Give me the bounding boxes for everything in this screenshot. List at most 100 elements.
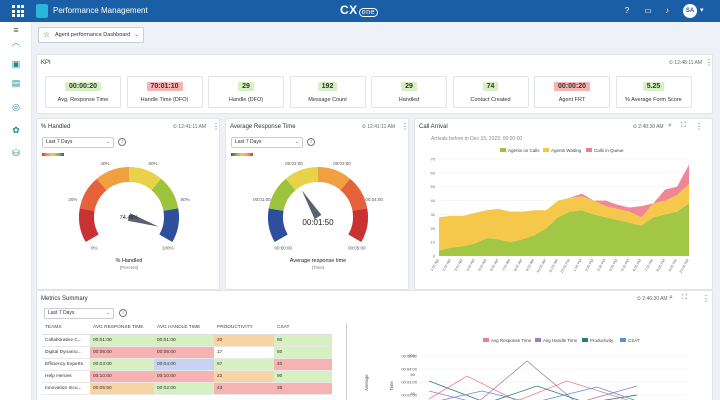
csat-cell: 35 xyxy=(274,382,332,395)
star-icon[interactable]: ☆ xyxy=(43,30,51,39)
chart-icon[interactable]: ▣ xyxy=(11,59,21,69)
bell-icon[interactable]: ♪ xyxy=(665,6,669,15)
y-tick-label: 00:03:00 xyxy=(401,380,417,385)
chevron-down-icon: ⌄ xyxy=(105,139,110,145)
handled-range-select[interactable]: Last 7 Days ⌄ xyxy=(42,137,114,148)
y2-tick-label: 100 xyxy=(408,353,415,358)
table-row[interactable]: Digital Dynamo... 00:06:00 00:06:00 17 60 xyxy=(42,346,332,359)
table-row[interactable]: Collaborative C... 00:01:00 00:01:00 20 80 xyxy=(42,334,332,347)
csat-cell: 80 xyxy=(274,334,332,347)
database-icon[interactable]: ⛁ xyxy=(12,148,20,158)
kebab-menu-icon[interactable]: ⋮ xyxy=(702,294,710,303)
productivity-cell: 22 xyxy=(214,370,274,383)
dashboard-selector-label: Agent performance Dashboard xyxy=(55,32,131,38)
user-avatar[interactable]: SA xyxy=(683,4,697,18)
gauge-segment xyxy=(79,178,107,211)
kpi-card[interactable]: 00:00:20 Avg. Response Time xyxy=(45,76,121,108)
app-title: Performance Management xyxy=(53,6,148,15)
dashboard-selector[interactable]: ☆ Agent performance Dashboard ⌄ xyxy=(38,27,144,43)
kebab-menu-icon[interactable]: ⋮ xyxy=(401,122,409,131)
kpi-card[interactable]: 192 Message Count xyxy=(289,76,366,108)
handled-timestamp: ⏲ 12:41:11 AM xyxy=(173,124,207,130)
y-axis-label: Average xyxy=(364,374,369,391)
col-productivity[interactable]: PRODUCTIVITY xyxy=(214,322,274,335)
metrics-table: TEAMS AVG RESPONSE TIME AVG HANDLE TIME … xyxy=(42,322,332,395)
legend-swatch xyxy=(543,148,549,152)
y-tick-label: 10 xyxy=(431,240,436,245)
color-scale-legend xyxy=(231,153,253,156)
art-range-select[interactable]: Last 7 Days ⌄ xyxy=(231,137,303,148)
legend-label: Productivity xyxy=(590,338,614,343)
kpi-value: 29 xyxy=(238,82,254,91)
gauge-min-label: 0% xyxy=(91,246,98,251)
handled-timestamp-text: 12:41:11 AM xyxy=(178,124,207,130)
chat-icon[interactable]: ▭ xyxy=(644,6,652,15)
info-icon[interactable]: i xyxy=(119,309,127,317)
app-grid-icon[interactable] xyxy=(12,5,24,17)
table-row[interactable]: Help Heroes 00:10:00 00:10:00 22 90 xyxy=(42,370,332,383)
table-row[interactable]: Efficiency Experts 00:03:00 00:04:00 67 40 xyxy=(42,358,332,371)
info-icon[interactable]: i xyxy=(307,138,315,146)
kpi-card[interactable]: 70:01:10 Handle Time (DFO) xyxy=(126,76,203,108)
y-tick-label: 40 xyxy=(431,198,436,203)
x-tick-label: 10:00 PM xyxy=(679,259,690,274)
y-tick-label: 00:04:00 xyxy=(401,367,417,372)
col-avg-handle-time[interactable]: AVG HANDLE TIME xyxy=(154,322,214,335)
art-cell: 00:10:00 xyxy=(90,370,154,383)
col-avg-response-time-label: AVG RESPONSE TIME xyxy=(93,325,144,331)
csat-cell: 90 xyxy=(274,370,332,383)
kebab-menu-icon[interactable]: ⋮ xyxy=(695,122,703,131)
team-cell: Efficiency Experts xyxy=(42,358,90,371)
col-teams[interactable]: TEAMS xyxy=(42,322,90,335)
gauge-icon[interactable]: ◠ xyxy=(12,41,20,51)
brand-suffix: one xyxy=(358,8,378,17)
metrics-range-select[interactable]: Last 7 Days ⌄ xyxy=(44,308,114,319)
team-cell: Collaborative C... xyxy=(42,334,90,347)
series-area-agents-waiting xyxy=(439,183,689,251)
settings-icon[interactable]: ✿ xyxy=(12,125,20,135)
kpi-label: Handled xyxy=(398,97,420,103)
table-row[interactable]: Innovation Incu... 00:05:50 00:02:00 43 35 xyxy=(42,382,332,395)
info-icon[interactable]: i xyxy=(118,138,126,146)
legend-label: Avg Response Time xyxy=(491,338,532,343)
x-tick-label: 8:00 PM xyxy=(656,259,666,273)
kpi-panel-title: KPI xyxy=(41,60,51,66)
expand-icon[interactable]: ⛶ xyxy=(681,122,686,129)
kpi-value: 5.25 xyxy=(642,82,665,91)
help-icon[interactable]: ? xyxy=(624,6,630,15)
y-tick-label: 00:05:00 xyxy=(401,354,417,359)
x-tick-label: 7:00 AM xyxy=(501,258,511,271)
search-icon[interactable]: ⌕ xyxy=(669,294,673,301)
kpi-card[interactable]: 00:00:20 Agent FRT xyxy=(534,76,610,108)
col-csat[interactable]: CSAT xyxy=(274,322,332,335)
x-tick-label: 1:00 PM xyxy=(573,259,583,273)
kpi-timestamp-text: 12:48:11 AM xyxy=(674,60,703,66)
gauge-segment xyxy=(268,178,296,211)
gauge-segment xyxy=(129,167,162,191)
kebab-menu-icon[interactable]: ⋮ xyxy=(705,58,713,67)
productivity-cell: 43 xyxy=(214,382,274,395)
kpi-card[interactable]: 29 Handle (DFO) xyxy=(208,76,284,108)
menu-icon[interactable]: ≡ xyxy=(13,25,19,35)
y-tick-label: 00:02:00 xyxy=(401,393,417,398)
kpi-card[interactable]: 74 Contact Created xyxy=(452,76,529,108)
art-cell: 00:05:50 xyxy=(90,382,154,395)
y-tick-label: 20 xyxy=(431,226,436,231)
chevron-down-icon[interactable]: ⌄ xyxy=(133,32,139,38)
calendar-icon[interactable]: ▤ xyxy=(11,78,21,88)
call-arrival-title: Call Arrival xyxy=(419,124,448,130)
expand-icon[interactable]: ⛶ xyxy=(682,294,687,301)
kpi-card[interactable]: 5.25 % Average Form Score xyxy=(615,76,692,108)
series-line xyxy=(428,360,638,400)
y2-tick-label: 80 xyxy=(411,372,416,377)
people-icon[interactable]: ◎ xyxy=(12,102,20,112)
legend-swatch xyxy=(483,338,489,342)
kpi-label: Message Count xyxy=(308,97,347,103)
x-tick-label: 4:00 AM xyxy=(466,258,476,271)
kpi-card[interactable]: 29 Handled xyxy=(371,76,447,108)
search-icon[interactable]: ⌕ xyxy=(668,122,672,129)
chevron-down-icon[interactable]: ▾ xyxy=(700,7,704,14)
y-tick-label: 70 xyxy=(431,157,436,162)
kebab-menu-icon[interactable]: ⋮ xyxy=(212,122,220,131)
col-avg-response-time[interactable]: AVG RESPONSE TIME xyxy=(90,322,154,335)
